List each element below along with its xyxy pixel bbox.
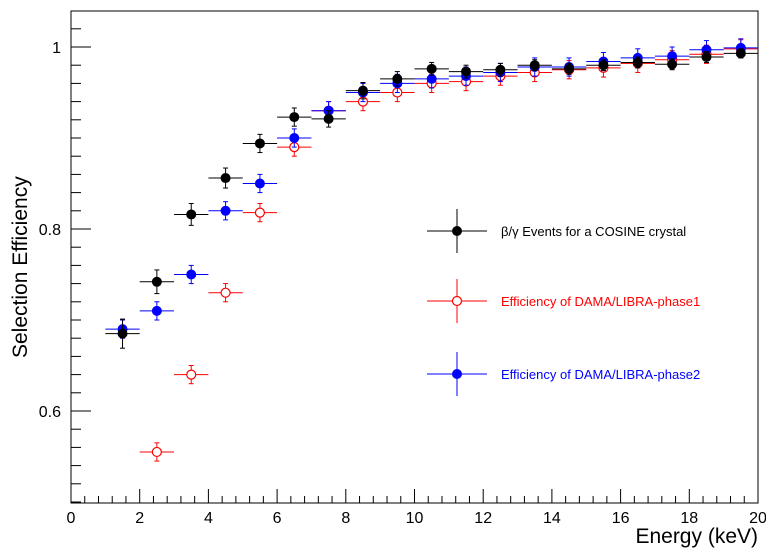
data-point (311, 110, 346, 128)
legend-marker (452, 369, 462, 379)
plot-frame (70, 10, 759, 504)
data-point (345, 81, 381, 100)
point-marker (220, 287, 231, 298)
legend-entry: β/γ Events for a COSINE crystal (427, 209, 686, 253)
point-marker (392, 73, 403, 84)
point-marker (426, 63, 437, 74)
data-point (277, 107, 312, 127)
data-point (380, 71, 415, 87)
x-tick-label: 14 (543, 510, 561, 527)
data-point (242, 133, 278, 154)
point-marker (529, 60, 540, 71)
point-marker (289, 133, 300, 143)
legend-label: Efficiency of DAMA/LIBRA-phase1 (501, 294, 700, 309)
x-axis-title: Energy (keV) (635, 525, 758, 548)
point-marker (151, 276, 162, 287)
point-marker (186, 269, 197, 280)
x-tick-label: 18 (680, 510, 698, 527)
data-point (551, 62, 587, 75)
data-point (654, 58, 690, 71)
point-marker (632, 57, 643, 68)
point-marker (254, 207, 266, 218)
point-marker (495, 64, 506, 75)
data-point (448, 64, 484, 79)
point-marker (564, 63, 575, 74)
legend-marker (451, 295, 463, 307)
point-marker (461, 66, 472, 77)
point-marker (254, 138, 265, 149)
legend-marker (452, 226, 462, 236)
data-point (139, 301, 175, 321)
x-tick-label: 4 (204, 510, 213, 527)
point-marker (289, 112, 300, 123)
y-tick-label: 1 (52, 40, 61, 57)
legend-label: β/γ Events for a COSINE crystal (501, 224, 686, 239)
point-marker (598, 60, 609, 71)
data-point (723, 48, 758, 59)
point-marker (117, 328, 128, 339)
data-point (105, 318, 140, 349)
data-point (139, 269, 175, 295)
data-point (174, 203, 209, 226)
point-marker (735, 48, 746, 59)
legend-entry: Efficiency of DAMA/LIBRA-phase1 (427, 279, 700, 323)
point-marker (667, 59, 678, 70)
data-point (620, 56, 655, 69)
point-marker (254, 178, 265, 189)
data-point (139, 442, 175, 462)
point-marker (186, 369, 197, 380)
point-marker (357, 85, 368, 96)
x-tick-label: 2 (135, 510, 144, 527)
data-point (208, 201, 243, 221)
x-tick-label: 8 (341, 510, 350, 527)
x-tick-label: 10 (406, 510, 424, 527)
y-tick-label: 0.8 (39, 222, 61, 239)
x-tick-label: 20 (749, 510, 766, 527)
data-point (208, 283, 243, 303)
data-point (517, 59, 552, 72)
y-axis-title: Selection Efficiency (9, 176, 32, 358)
legend-entry: Efficiency of DAMA/LIBRA-phase2 (427, 352, 700, 396)
data-point (174, 365, 209, 385)
x-tick-label: 0 (67, 510, 76, 527)
point-marker (151, 446, 162, 458)
data-point (483, 62, 518, 77)
y-tick-label: 0.6 (39, 404, 61, 421)
data-point (414, 61, 449, 76)
data-point (586, 59, 621, 72)
data-point (689, 51, 724, 63)
x-tick-label: 6 (273, 510, 282, 527)
x-tick-label: 16 (612, 510, 630, 527)
series-1 (105, 48, 758, 349)
point-marker (701, 52, 712, 63)
point-marker (220, 173, 231, 184)
data-point (242, 203, 278, 223)
point-marker (323, 113, 334, 124)
data-point (174, 264, 209, 285)
series-2 (139, 39, 758, 462)
point-marker (220, 205, 231, 216)
data-point (277, 128, 312, 148)
data-point (242, 173, 278, 194)
x-tick-label: 12 (474, 510, 492, 527)
point-marker (186, 209, 197, 220)
legend-label: Efficiency of DAMA/LIBRA-phase2 (501, 367, 700, 382)
data-point (208, 167, 243, 189)
point-marker (151, 305, 162, 316)
